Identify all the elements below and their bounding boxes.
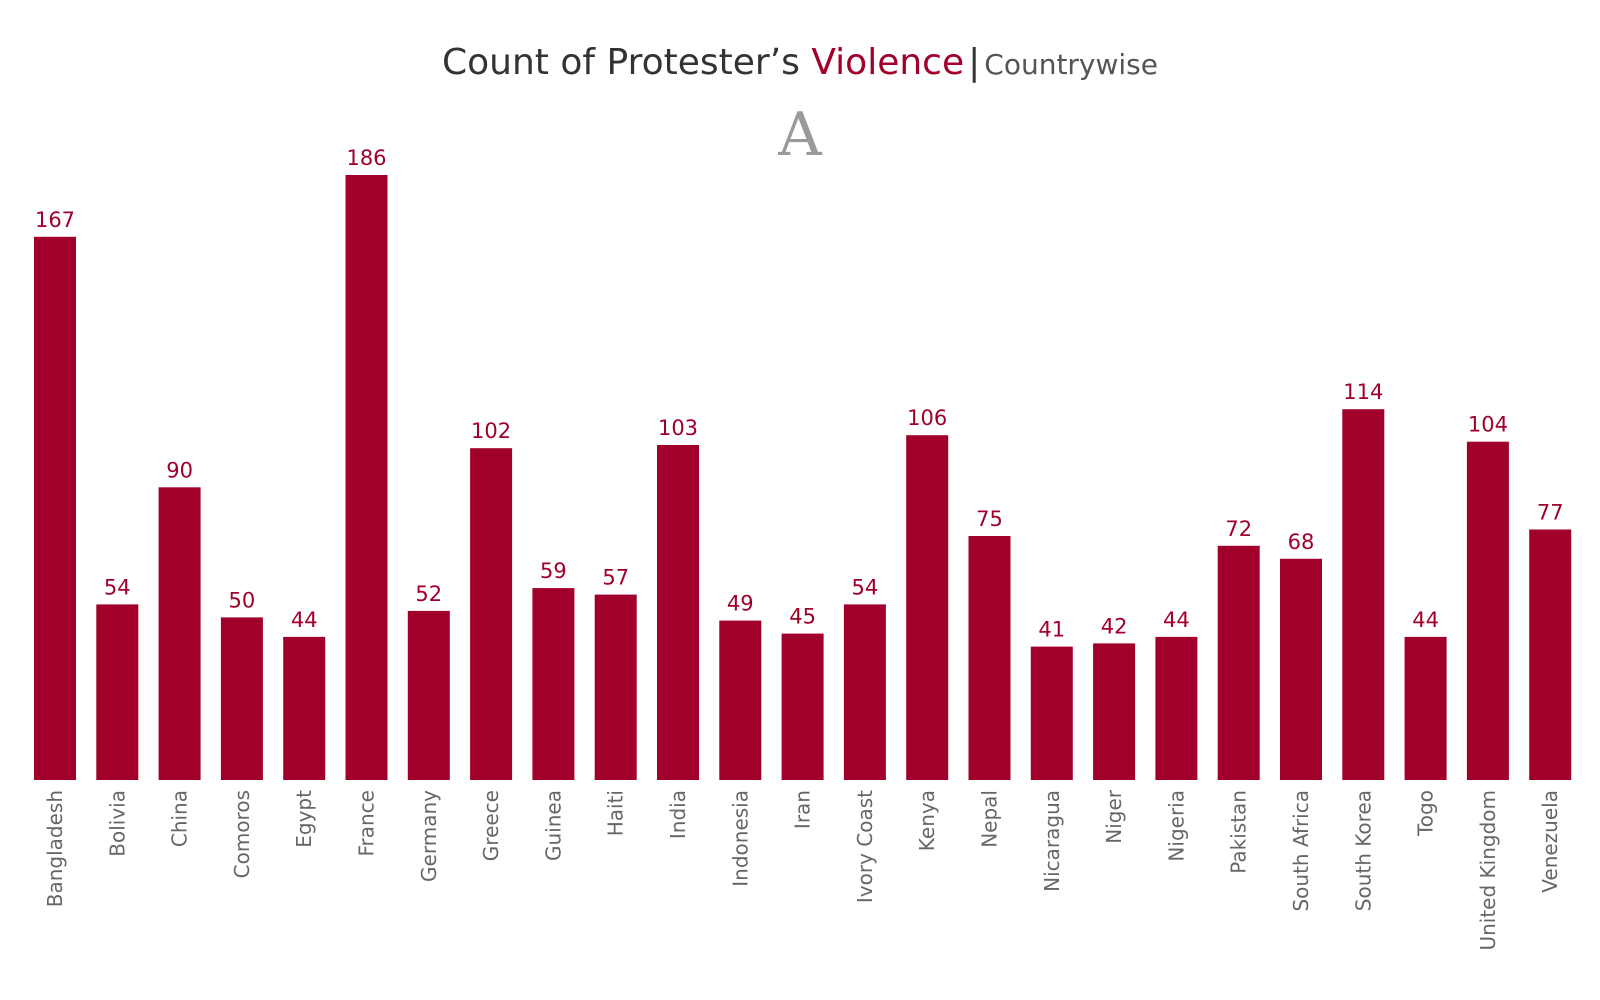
bar-germany <box>407 610 450 780</box>
value-label-venezuela: 77 <box>1537 501 1564 525</box>
category-label-haiti: Haiti <box>604 790 628 836</box>
bars-group <box>34 175 1572 781</box>
bar-niger <box>1093 643 1136 780</box>
category-label-pakistan: Pakistan <box>1227 790 1251 874</box>
value-label-kenya: 106 <box>907 406 947 430</box>
bar-comoros <box>220 617 263 780</box>
bar-bangladesh <box>34 236 76 781</box>
bar-egypt <box>283 636 326 780</box>
chart-title: Count of Protester’s Violence | Countrywis… <box>0 42 1600 83</box>
chart-marker-letter: A <box>778 100 822 170</box>
bar-kenya <box>906 435 949 780</box>
category-label-south-africa: South Africa <box>1289 790 1313 912</box>
bar-bolivia <box>96 604 139 780</box>
bar-venezuela <box>1529 529 1572 780</box>
bar-south-africa <box>1280 558 1322 780</box>
bar-haiti <box>594 594 637 780</box>
value-label-niger: 42 <box>1101 614 1128 638</box>
value-label-pakistan: 72 <box>1225 517 1252 541</box>
category-label-comoros: Comoros <box>230 790 254 878</box>
chart-subtitle: Countrywise <box>984 48 1158 81</box>
value-label-haiti: 57 <box>602 566 629 590</box>
category-label-nepal: Nepal <box>978 790 1002 848</box>
category-label-united-kingdom: United Kingdom <box>1476 790 1500 951</box>
bar-south-korea <box>1342 409 1385 780</box>
value-label-guinea: 59 <box>540 559 567 583</box>
category-label-kenya: Kenya <box>915 790 939 851</box>
bar-nicaragua <box>1030 646 1073 780</box>
category-label-bolivia: Bolivia <box>105 790 129 857</box>
bar-india <box>657 445 699 780</box>
bar-indonesia <box>719 620 762 780</box>
value-label-nepal: 75 <box>976 507 1003 531</box>
bar-france <box>345 175 388 780</box>
bar-ivory-coast <box>843 604 886 780</box>
category-label-venezuela: Venezuela <box>1538 790 1562 893</box>
chart-title-main: Count of Protester’s <box>442 42 812 83</box>
category-labels-group: Bangladesh Bolivia China Comoros Egypt France… <box>43 789 1562 950</box>
bar-nepal <box>968 536 1011 780</box>
bar-guinea <box>532 588 575 780</box>
value-label-south-africa: 68 <box>1288 530 1315 554</box>
bar-nigeria <box>1155 636 1198 780</box>
value-label-ivory-coast: 54 <box>852 575 879 599</box>
category-label-iran: Iran <box>791 790 815 829</box>
category-label-bangladesh: Bangladesh <box>43 790 67 907</box>
value-label-south-korea: 114 <box>1343 380 1383 404</box>
value-label-indonesia: 49 <box>727 592 754 616</box>
value-label-nicaragua: 41 <box>1038 618 1065 642</box>
value-label-india: 103 <box>658 416 698 440</box>
category-label-egypt: Egypt <box>292 790 316 848</box>
value-label-nigeria: 44 <box>1163 608 1190 632</box>
value-label-greece: 102 <box>471 419 511 443</box>
category-label-nicaragua: Nicaragua <box>1040 790 1064 892</box>
value-label-china: 90 <box>166 458 193 482</box>
bar-united-kingdom <box>1466 441 1509 780</box>
category-label-france: France <box>355 790 379 857</box>
category-label-greece: Greece <box>479 790 503 861</box>
value-labels-group: 167 54 90 50 44 186 52 102 59 57 103 49 45 54 106 75 41 4… <box>35 146 1564 642</box>
value-label-comoros: 50 <box>229 588 256 612</box>
value-label-france: 186 <box>346 146 386 170</box>
category-label-indonesia: Indonesia <box>728 790 752 887</box>
category-label-south-korea: South Korea <box>1351 790 1375 911</box>
category-label-togo: Togo <box>1414 790 1438 837</box>
value-label-egypt: 44 <box>291 608 318 632</box>
chart-title-accent: Violence <box>811 42 965 83</box>
bar-iran <box>781 633 824 780</box>
category-label-india: India <box>666 790 690 839</box>
value-label-togo: 44 <box>1412 608 1439 632</box>
bar-pakistan <box>1217 545 1260 780</box>
bar-greece <box>470 448 513 780</box>
category-label-germany: Germany <box>417 790 441 882</box>
category-label-china: China <box>168 790 192 847</box>
value-label-germany: 52 <box>415 582 442 606</box>
category-label-ivory-coast: Ivory Coast <box>853 790 877 903</box>
chart-title-separator: | <box>968 42 981 83</box>
category-label-niger: Niger <box>1102 789 1126 844</box>
bar-togo <box>1404 636 1447 780</box>
value-label-bangladesh: 167 <box>35 208 75 232</box>
bar-china <box>158 487 201 780</box>
category-label-guinea: Guinea <box>541 790 565 861</box>
value-label-iran: 45 <box>789 605 816 629</box>
category-label-nigeria: Nigeria <box>1164 790 1188 862</box>
value-label-bolivia: 54 <box>104 575 131 599</box>
value-label-united-kingdom: 104 <box>1468 413 1508 437</box>
